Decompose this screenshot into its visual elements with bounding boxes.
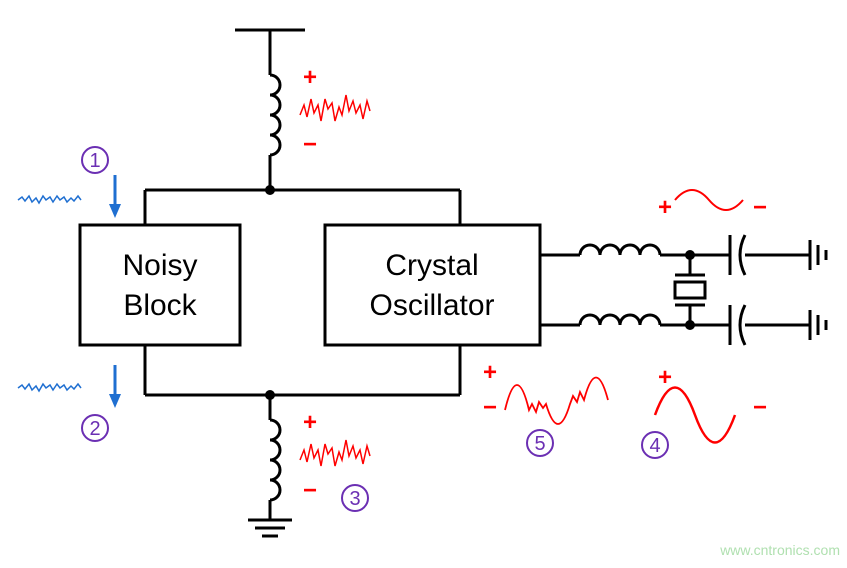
inductor-right-top bbox=[580, 245, 660, 255]
noise-red-top bbox=[300, 95, 370, 121]
minus-sign: − bbox=[753, 194, 767, 221]
plus-sign: + bbox=[658, 364, 672, 391]
badge-1: 1 bbox=[82, 147, 108, 173]
watermark: www.cntronics.com bbox=[719, 542, 840, 558]
badge-5: 5 bbox=[527, 430, 553, 456]
plus-sign: + bbox=[483, 359, 497, 386]
arrow-blue-2 bbox=[109, 365, 121, 408]
crystal-label2: Oscillator bbox=[369, 289, 494, 322]
ground-top-right bbox=[810, 240, 826, 270]
svg-text:2: 2 bbox=[89, 418, 100, 440]
sine-red-topright bbox=[675, 190, 743, 210]
crystal-symbol bbox=[675, 255, 705, 325]
circuit-diagram: Noisy Block Crystal Oscillator bbox=[0, 0, 847, 568]
badge-3: 3 bbox=[342, 485, 368, 511]
minus-sign: − bbox=[483, 394, 497, 421]
capacitor-top bbox=[730, 235, 745, 275]
minus-sign: − bbox=[303, 477, 317, 504]
arrow-blue-1 bbox=[109, 175, 121, 218]
minus-sign: − bbox=[303, 131, 317, 158]
noisy-block-label1: Noisy bbox=[122, 249, 197, 282]
plus-sign: + bbox=[303, 409, 317, 436]
plus-sign: + bbox=[303, 64, 317, 91]
noise-red-bottom bbox=[300, 440, 370, 466]
capacitor-bottom bbox=[730, 305, 745, 345]
noise-red-5 bbox=[505, 378, 608, 425]
badge-2: 2 bbox=[82, 415, 108, 441]
inductor-right-bottom bbox=[580, 315, 660, 325]
crystal-label1: Crystal bbox=[385, 249, 478, 282]
ground-bottom bbox=[248, 520, 292, 536]
noise-blue-1 bbox=[18, 196, 81, 203]
minus-sign: − bbox=[753, 394, 767, 421]
svg-text:5: 5 bbox=[534, 433, 545, 455]
ground-bottom-right bbox=[810, 310, 826, 340]
noisy-block-label2: Block bbox=[123, 289, 197, 322]
noisy-block bbox=[80, 225, 240, 345]
svg-text:1: 1 bbox=[89, 150, 100, 172]
sine-red-4 bbox=[655, 388, 735, 443]
plus-sign: + bbox=[658, 194, 672, 221]
svg-text:3: 3 bbox=[349, 488, 360, 510]
badge-4: 4 bbox=[642, 432, 668, 458]
noise-blue-2 bbox=[18, 384, 81, 391]
inductor-top bbox=[270, 65, 280, 190]
junction bbox=[265, 185, 275, 195]
crystal-oscillator-block bbox=[325, 225, 540, 345]
svg-text:4: 4 bbox=[649, 435, 660, 457]
inductor-bottom bbox=[270, 395, 280, 520]
